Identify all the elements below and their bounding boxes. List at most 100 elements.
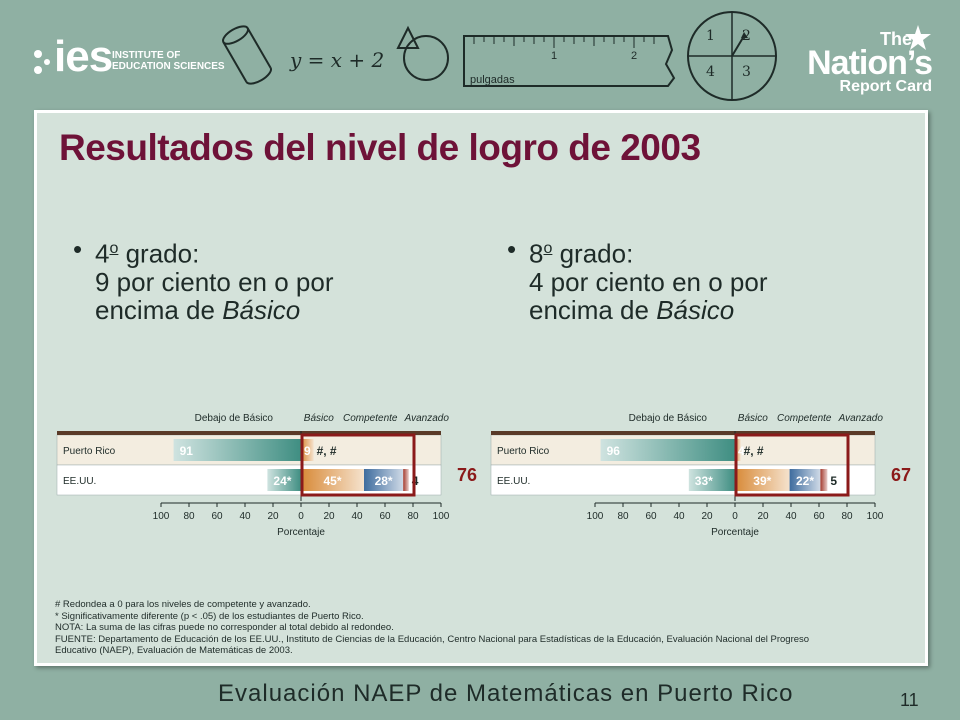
x-tick-label: 80 — [841, 511, 853, 522]
x-tick-label: 20 — [701, 511, 713, 522]
ies-wordmark: ies — [54, 32, 113, 81]
nations-report-card-logo: The Nation’s Report Card — [807, 25, 933, 96]
equation-text: y = x + 2 — [290, 48, 385, 72]
ruler-number-2: 2 — [631, 50, 638, 62]
clock-number: 4 — [706, 64, 715, 80]
bullet-grade-4: • 4o grado: 9 por ciento en o por encima… — [73, 234, 334, 325]
bar-below — [600, 439, 735, 461]
bar-basic — [735, 439, 741, 461]
bar-proficient — [364, 469, 404, 491]
legend-advanced-label: Avanzado — [838, 413, 884, 424]
footnote: * Significativamente diferente (p < .05)… — [55, 610, 364, 622]
clock-number: 2 — [742, 28, 751, 44]
chart-grade-8: Debajo de Básico Básico Competente Avanzado… — [490, 413, 911, 538]
category-label: EE.UU. — [497, 476, 530, 487]
x-tick-label: 40 — [785, 511, 797, 522]
x-tick-label: 0 — [732, 511, 738, 522]
x-tick-label: 100 — [587, 511, 604, 522]
footnote: # Redondea a 0 para los niveles de compe… — [55, 599, 311, 610]
ies-dots-icon — [34, 50, 50, 74]
x-tick-label: 20 — [323, 511, 335, 522]
star-icon — [905, 25, 931, 50]
clock-icon — [687, 11, 777, 101]
clock-number: 1 — [706, 28, 715, 44]
bar-below — [688, 469, 735, 491]
clock-number: 3 — [742, 64, 751, 80]
x-axis-title: Porcentaje — [711, 527, 759, 538]
data-label-below: 24* — [273, 474, 291, 488]
cylinder-icon — [222, 25, 272, 85]
content-panel: Resultados del nivel de logro de 2003 • … — [34, 110, 928, 666]
data-label-proficient: 28* — [375, 474, 393, 488]
data-label-basic: 39* — [753, 474, 771, 488]
highlight-value: 67 — [891, 465, 911, 485]
header-banner: ies INSTITUTE OF EDUCATION SCIENCES y = … — [0, 0, 960, 108]
ies-full-name: INSTITUTE OF EDUCATION SCIENCES — [112, 50, 225, 72]
x-tick-label: 60 — [211, 511, 223, 522]
x-tick-label: 20 — [757, 511, 769, 522]
x-tick-label: 100 — [433, 511, 450, 522]
bar-basic — [301, 439, 314, 461]
legend-advanced-label: Avanzado — [404, 413, 450, 424]
highlight-box — [734, 433, 850, 497]
bar-basic — [735, 469, 790, 491]
table-top-rule — [57, 431, 441, 435]
legend-proficient-label: Competente — [343, 413, 398, 424]
data-label-below: 33* — [695, 474, 713, 488]
triangle-circle-icon — [396, 25, 449, 81]
x-tick-label: 100 — [153, 511, 170, 522]
page-title: Resultados del nivel de logro de 2003 — [59, 127, 701, 168]
legend-proficient-label: Competente — [777, 413, 832, 424]
footnote: FUENTE: Departamento de Educación de los… — [55, 633, 810, 645]
x-tick-label: 60 — [813, 511, 825, 522]
legend-below-label: Debajo de Básico — [195, 413, 274, 424]
legend-below-label: Debajo de Básico — [629, 413, 708, 424]
table-top-rule — [491, 431, 875, 435]
footnote: Educativo (NAEP), Evaluación de Matemáti… — [55, 645, 293, 656]
highlight-value: 76 — [457, 465, 477, 485]
x-tick-label: 60 — [379, 511, 391, 522]
bar-advanced — [820, 469, 828, 491]
data-label-tail: #, # — [317, 444, 337, 458]
data-label-below: 96 — [607, 444, 621, 458]
bar-proficient — [789, 469, 821, 491]
x-tick-label: 60 — [645, 511, 657, 522]
x-tick-label: 40 — [351, 511, 363, 522]
x-tick-label: 80 — [407, 511, 419, 522]
category-label: Puerto Rico — [63, 446, 116, 457]
chart-grade-4: Debajo de Básico Básico Competente Avanzado… — [56, 413, 477, 538]
footnote: NOTA: La suma de las cifras puede no cor… — [55, 622, 394, 633]
data-label-basic: 9 — [304, 444, 311, 458]
ruler-icon — [463, 35, 676, 87]
ruler-number-1: 1 — [551, 50, 558, 62]
bar-below — [267, 469, 301, 491]
x-tick-label: 40 — [673, 511, 685, 522]
data-label-advanced: 5 — [830, 474, 837, 488]
footer-title: Evaluación NAEP de Matemáticas en Puerto… — [218, 680, 794, 707]
data-label-proficient: 22* — [796, 474, 814, 488]
bar-advanced — [403, 469, 409, 491]
legend-basic-label: Básico — [738, 413, 768, 424]
x-tick-label: 20 — [267, 511, 279, 522]
footnotes: # Redondea a 0 para los niveles de compe… — [55, 599, 915, 657]
page-number: 11 — [900, 690, 919, 710]
category-label: Puerto Rico — [497, 446, 550, 457]
x-axis-title: Porcentaje — [277, 527, 325, 538]
x-tick-label: 40 — [239, 511, 251, 522]
legend-basic-label: Básico — [304, 413, 334, 424]
x-tick-label: 80 — [617, 511, 629, 522]
bar-basic — [301, 469, 364, 491]
x-tick-label: 100 — [867, 511, 884, 522]
category-label: EE.UU. — [63, 476, 96, 487]
bar-below — [173, 439, 301, 461]
data-label-below: 91 — [180, 444, 194, 458]
data-label-basic: 45* — [323, 474, 341, 488]
ruler-label: pulgadas — [470, 74, 515, 86]
x-tick-label: 0 — [298, 511, 304, 522]
x-tick-label: 80 — [183, 511, 195, 522]
bullet-grade-8: • 8o grado: 4 por ciento en o por encima… — [507, 234, 768, 325]
ies-logo: ies INSTITUTE OF EDUCATION SCIENCES — [32, 32, 225, 88]
data-label-tail: #, # — [744, 444, 764, 458]
highlight-box — [300, 433, 416, 497]
data-label-basic: 4 — [738, 444, 745, 458]
